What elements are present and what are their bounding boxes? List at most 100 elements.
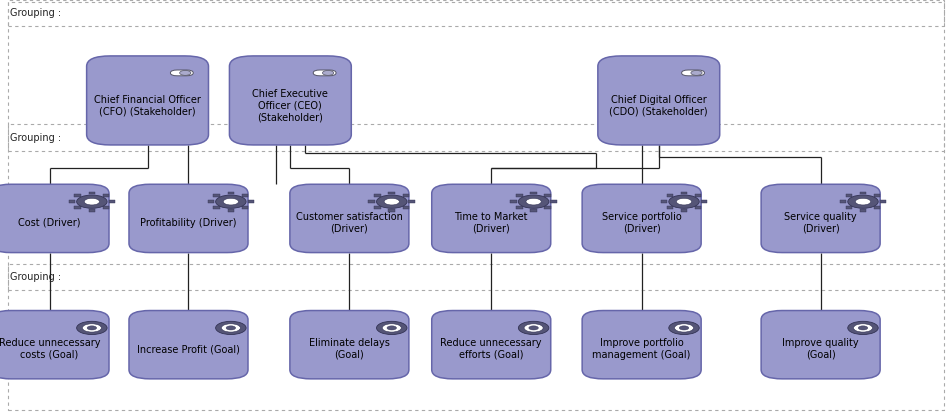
Circle shape bbox=[76, 321, 107, 335]
Circle shape bbox=[376, 196, 407, 209]
FancyBboxPatch shape bbox=[701, 201, 707, 204]
FancyBboxPatch shape bbox=[69, 201, 75, 204]
FancyBboxPatch shape bbox=[388, 209, 395, 212]
FancyBboxPatch shape bbox=[681, 192, 687, 195]
Circle shape bbox=[847, 321, 878, 335]
FancyBboxPatch shape bbox=[762, 185, 880, 253]
Circle shape bbox=[858, 326, 868, 330]
FancyBboxPatch shape bbox=[432, 185, 550, 253]
FancyBboxPatch shape bbox=[403, 207, 409, 210]
FancyBboxPatch shape bbox=[530, 209, 537, 212]
Circle shape bbox=[526, 199, 541, 206]
FancyBboxPatch shape bbox=[103, 207, 109, 210]
FancyBboxPatch shape bbox=[845, 195, 852, 197]
FancyBboxPatch shape bbox=[0, 185, 109, 253]
Circle shape bbox=[518, 321, 548, 335]
FancyBboxPatch shape bbox=[682, 71, 704, 77]
FancyBboxPatch shape bbox=[516, 207, 523, 210]
FancyBboxPatch shape bbox=[695, 195, 702, 197]
FancyBboxPatch shape bbox=[845, 207, 852, 210]
Text: Profitability (Driver): Profitability (Driver) bbox=[140, 217, 237, 227]
FancyBboxPatch shape bbox=[388, 192, 395, 195]
Text: Chief Digital Officer
(CDO) (Stakeholder): Chief Digital Officer (CDO) (Stakeholder… bbox=[609, 95, 708, 116]
FancyBboxPatch shape bbox=[408, 201, 415, 204]
FancyBboxPatch shape bbox=[242, 195, 248, 197]
Circle shape bbox=[387, 326, 396, 330]
FancyBboxPatch shape bbox=[583, 311, 701, 379]
Circle shape bbox=[323, 71, 333, 76]
FancyBboxPatch shape bbox=[289, 311, 409, 379]
Circle shape bbox=[680, 326, 689, 330]
FancyBboxPatch shape bbox=[242, 207, 248, 210]
Text: Cost (Driver): Cost (Driver) bbox=[18, 217, 81, 227]
FancyBboxPatch shape bbox=[248, 201, 254, 204]
Circle shape bbox=[847, 196, 878, 209]
Circle shape bbox=[524, 324, 543, 332]
Circle shape bbox=[215, 196, 246, 209]
Text: Grouping :: Grouping : bbox=[10, 271, 62, 281]
Circle shape bbox=[223, 199, 238, 206]
FancyBboxPatch shape bbox=[289, 185, 409, 253]
FancyBboxPatch shape bbox=[666, 195, 673, 197]
FancyBboxPatch shape bbox=[0, 311, 109, 379]
Text: Eliminate delays
(Goal): Eliminate delays (Goal) bbox=[309, 337, 389, 359]
Text: Chief Executive
Officer (CEO)
(Stakeholder): Chief Executive Officer (CEO) (Stakehold… bbox=[252, 89, 328, 122]
FancyBboxPatch shape bbox=[103, 195, 109, 197]
Circle shape bbox=[180, 71, 190, 76]
FancyBboxPatch shape bbox=[545, 195, 551, 197]
FancyBboxPatch shape bbox=[874, 207, 881, 210]
FancyBboxPatch shape bbox=[550, 201, 557, 204]
Circle shape bbox=[76, 196, 107, 209]
Text: Grouping :: Grouping : bbox=[10, 133, 62, 143]
FancyBboxPatch shape bbox=[860, 209, 866, 212]
FancyBboxPatch shape bbox=[860, 192, 866, 195]
FancyBboxPatch shape bbox=[840, 201, 846, 204]
FancyBboxPatch shape bbox=[170, 71, 193, 77]
Circle shape bbox=[668, 321, 700, 335]
FancyBboxPatch shape bbox=[87, 57, 208, 146]
FancyBboxPatch shape bbox=[74, 195, 81, 197]
FancyBboxPatch shape bbox=[874, 195, 881, 197]
Text: Customer satisfaction
(Driver): Customer satisfaction (Driver) bbox=[296, 211, 403, 233]
FancyBboxPatch shape bbox=[213, 207, 220, 210]
FancyBboxPatch shape bbox=[228, 192, 234, 195]
Text: Service quality
(Driver): Service quality (Driver) bbox=[784, 211, 857, 233]
Text: Improve portfolio
management (Goal): Improve portfolio management (Goal) bbox=[592, 337, 691, 359]
FancyBboxPatch shape bbox=[374, 207, 381, 210]
FancyBboxPatch shape bbox=[762, 311, 880, 379]
Circle shape bbox=[384, 199, 400, 206]
FancyBboxPatch shape bbox=[661, 201, 667, 204]
FancyBboxPatch shape bbox=[109, 201, 115, 204]
FancyBboxPatch shape bbox=[374, 195, 381, 197]
Text: Reduce unnecessary
costs (Goal): Reduce unnecessary costs (Goal) bbox=[0, 337, 100, 359]
Text: Chief Financial Officer
(CFO) (Stakeholder): Chief Financial Officer (CFO) (Stakehold… bbox=[94, 95, 201, 116]
FancyBboxPatch shape bbox=[432, 311, 550, 379]
Text: Service portfolio
(Driver): Service portfolio (Driver) bbox=[602, 211, 682, 233]
Circle shape bbox=[529, 326, 539, 330]
Text: Time to Market
(Driver): Time to Market (Driver) bbox=[454, 211, 528, 233]
FancyBboxPatch shape bbox=[880, 201, 886, 204]
FancyBboxPatch shape bbox=[89, 209, 95, 212]
FancyBboxPatch shape bbox=[403, 195, 409, 197]
Circle shape bbox=[382, 324, 401, 332]
Circle shape bbox=[668, 196, 700, 209]
Circle shape bbox=[855, 199, 870, 206]
FancyBboxPatch shape bbox=[598, 57, 720, 146]
Circle shape bbox=[215, 321, 246, 335]
Circle shape bbox=[82, 324, 101, 332]
Text: Reduce unnecessary
efforts (Goal): Reduce unnecessary efforts (Goal) bbox=[441, 337, 542, 359]
Circle shape bbox=[853, 324, 872, 332]
FancyBboxPatch shape bbox=[228, 209, 234, 212]
FancyBboxPatch shape bbox=[129, 311, 248, 379]
Circle shape bbox=[87, 326, 97, 330]
FancyBboxPatch shape bbox=[89, 192, 95, 195]
FancyBboxPatch shape bbox=[681, 209, 687, 212]
FancyBboxPatch shape bbox=[313, 71, 336, 77]
FancyBboxPatch shape bbox=[129, 185, 248, 253]
FancyBboxPatch shape bbox=[583, 185, 701, 253]
Circle shape bbox=[674, 324, 694, 332]
FancyBboxPatch shape bbox=[229, 57, 351, 146]
FancyBboxPatch shape bbox=[510, 201, 517, 204]
Circle shape bbox=[691, 71, 702, 76]
FancyBboxPatch shape bbox=[516, 195, 523, 197]
